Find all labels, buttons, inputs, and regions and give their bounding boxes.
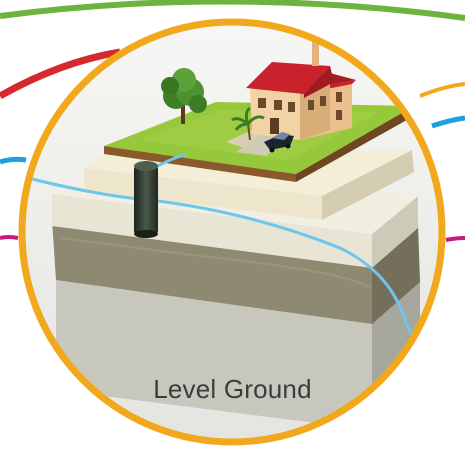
shrub-icon: [231, 106, 265, 141]
cream-layer-side: [322, 150, 414, 220]
sand-layer-front: [52, 194, 372, 268]
caption-label: Level Ground: [153, 374, 312, 404]
red-swoosh: [0, 48, 121, 100]
clay-layer-side: [372, 224, 420, 324]
blue-swoosh-right: [431, 115, 465, 129]
drain-pipe: [27, 176, 429, 354]
ground-cross-section: [27, 40, 429, 430]
clay-layer-front: [52, 220, 372, 324]
tree-icon: [161, 68, 207, 124]
septic-tank-icon: [134, 161, 158, 238]
orange-swoosh-right: [419, 82, 465, 98]
house-icon: [246, 40, 356, 140]
car-icon: [264, 132, 294, 153]
sand-layer-side: [372, 196, 418, 268]
magenta-swoosh-left: [0, 235, 19, 240]
clay-texture: [59, 237, 371, 289]
orange-ring: [18, 18, 446, 446]
soil-layer-front: [104, 146, 296, 182]
magenta-swoosh-right: [445, 236, 465, 242]
blue-swoosh-left: [0, 156, 27, 165]
green-swoosh: [0, 0, 465, 21]
soil-layer-side: [296, 106, 414, 182]
background-swooshes: [0, 0, 465, 242]
